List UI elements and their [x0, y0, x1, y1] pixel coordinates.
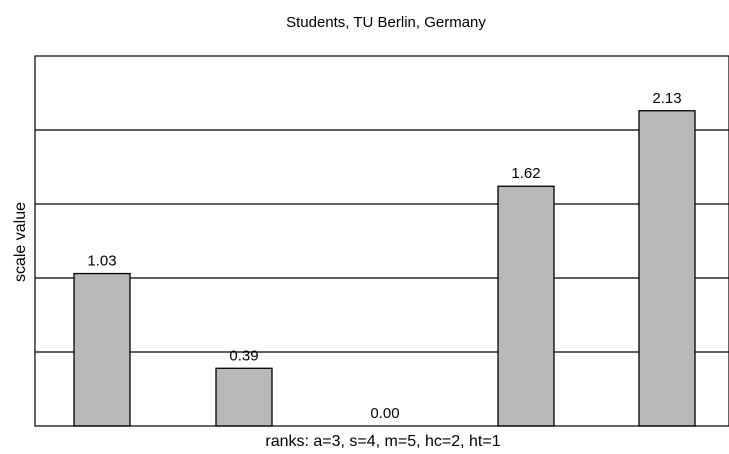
data-label-3: 1.62 — [511, 165, 540, 182]
data-label-1: 0.39 — [229, 347, 258, 364]
data-label-0: 1.03 — [87, 253, 116, 270]
bar-3 — [497, 185, 555, 427]
plot-frame — [34, 55, 729, 427]
bar-0 — [73, 272, 131, 427]
gridlines — [35, 129, 729, 353]
x-axis-label: ranks: a=3, s=4, m=5, hc=2, ht=1 — [265, 433, 500, 450]
data-label-4: 2.13 — [652, 90, 681, 107]
bars — [73, 110, 696, 427]
bar-4 — [638, 110, 696, 427]
data-labels: 1.03 0.39 0.00 1.62 2.13 — [87, 90, 681, 422]
y-axis-label: scale value — [12, 202, 29, 282]
data-label-2: 0.00 — [370, 405, 399, 422]
chart-title: Students, TU Berlin, Germany — [286, 14, 486, 31]
bar-1 — [215, 367, 273, 427]
